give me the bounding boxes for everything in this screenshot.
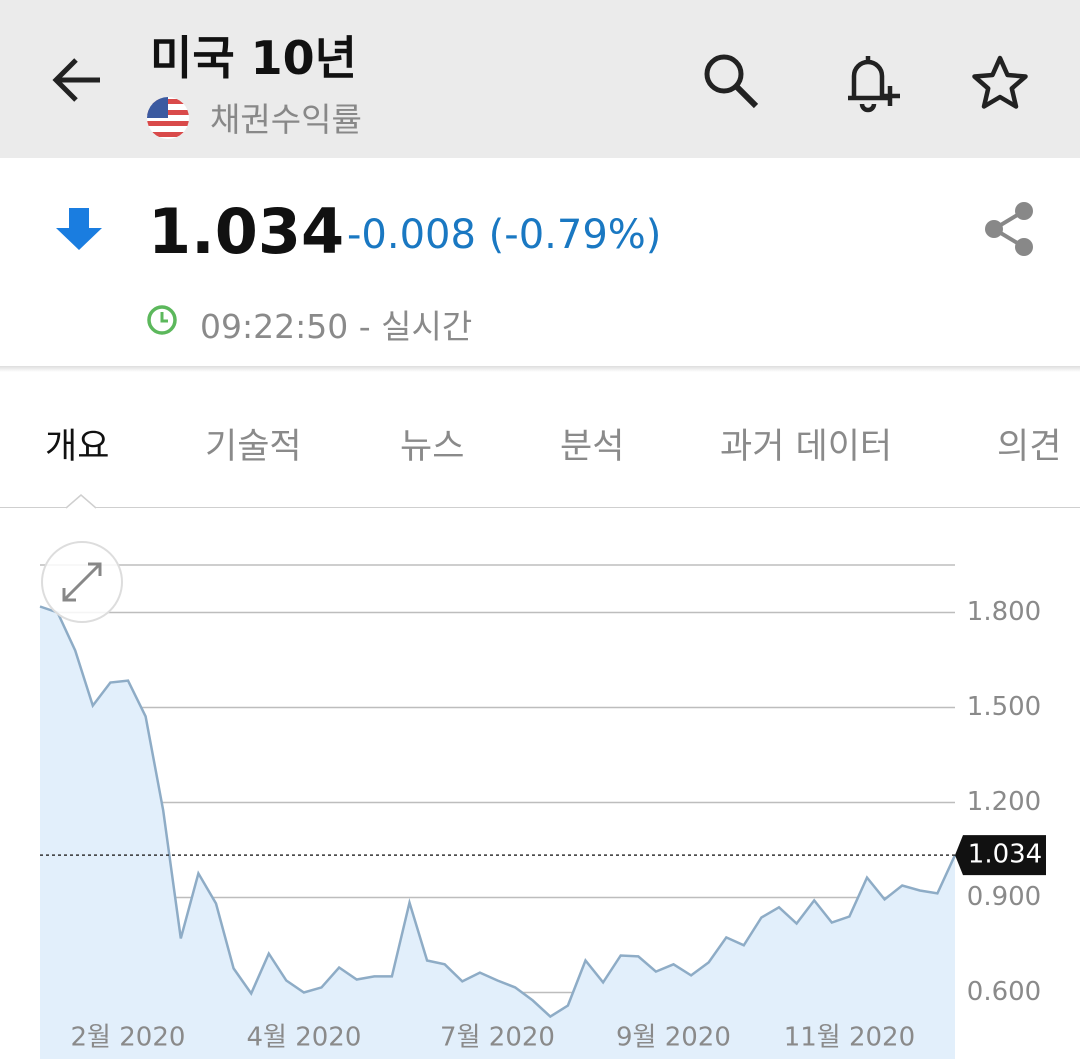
x-tick-label: 2월 2020 bbox=[71, 1023, 186, 1053]
alert-button[interactable] bbox=[840, 48, 906, 114]
tab[interactable]: 분석 bbox=[560, 427, 625, 467]
y-tick-label: 0.900 bbox=[967, 882, 1041, 912]
expand-button[interactable] bbox=[40, 540, 124, 624]
x-tick-label: 4월 2020 bbox=[246, 1023, 361, 1053]
chart: 0.600 0.900 1.200 1.500 1.800 2월 2020 4월 2020 7… bbox=[39, 564, 1046, 1059]
tab[interactable]: 뉴스 bbox=[400, 427, 465, 467]
divider bbox=[0, 507, 1080, 508]
y-tick-label: 0.600 bbox=[967, 977, 1041, 1007]
shadow bbox=[0, 366, 1080, 372]
area bbox=[40, 606, 955, 1059]
title: 미국 10년 bbox=[150, 31, 357, 85]
subtitle: 채권수익률 bbox=[210, 100, 362, 139]
price-change: -0.008 (-0.79%) bbox=[347, 212, 662, 258]
clock-icon bbox=[147, 305, 177, 335]
current-value-tag bbox=[955, 835, 1046, 876]
timestamp: 09:22:50 - 실시간 bbox=[200, 307, 473, 346]
flag-icon bbox=[147, 97, 189, 139]
y-tick-label: 1.500 bbox=[967, 692, 1041, 722]
search-button[interactable] bbox=[700, 50, 764, 114]
tab[interactable]: 기술적 bbox=[205, 427, 302, 467]
tab-indicator bbox=[66, 494, 96, 509]
back-button[interactable] bbox=[40, 50, 110, 110]
x-tick-label: 7월 2020 bbox=[440, 1023, 555, 1053]
current-value-label: 1.034 bbox=[968, 840, 1042, 870]
price: 1.034 bbox=[148, 195, 345, 268]
y-tick-label: 1.800 bbox=[967, 597, 1041, 627]
share-button[interactable] bbox=[982, 200, 1036, 258]
tab[interactable]: 개요 bbox=[45, 427, 110, 467]
x-tick-label: 11월 2020 bbox=[784, 1023, 915, 1053]
favorite-button[interactable] bbox=[968, 52, 1032, 112]
tab[interactable]: 의견 bbox=[997, 427, 1062, 467]
tab[interactable]: 과거 데이터 bbox=[720, 427, 893, 467]
x-tick-label: 9월 2020 bbox=[616, 1023, 731, 1053]
line bbox=[39, 605, 957, 1019]
down-arrow bbox=[56, 208, 102, 250]
y-tick-label: 1.200 bbox=[967, 787, 1041, 817]
